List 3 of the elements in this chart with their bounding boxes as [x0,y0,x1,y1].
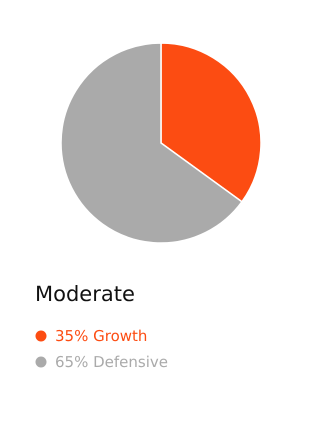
legend-label: 65% Defensive [55,353,168,371]
text: Moderate [35,282,135,306]
legend-label: 35% Growth [55,327,148,345]
